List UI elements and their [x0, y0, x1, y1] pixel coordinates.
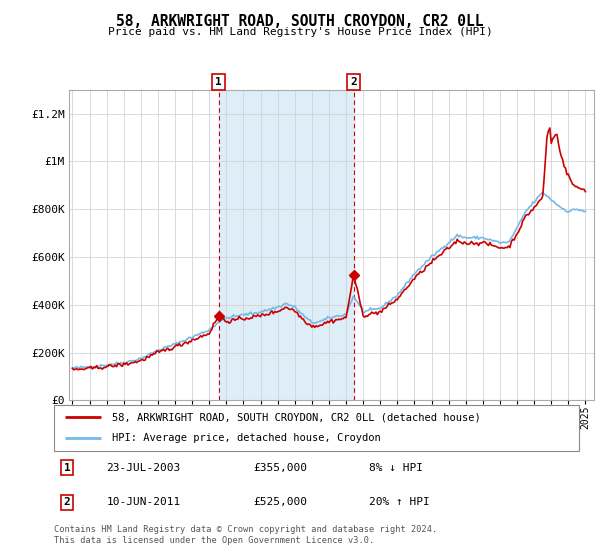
- Text: 58, ARKWRIGHT ROAD, SOUTH CROYDON, CR2 0LL: 58, ARKWRIGHT ROAD, SOUTH CROYDON, CR2 0…: [116, 14, 484, 29]
- Text: £525,000: £525,000: [254, 497, 308, 507]
- FancyBboxPatch shape: [54, 405, 579, 451]
- Text: 8% ↓ HPI: 8% ↓ HPI: [369, 463, 423, 473]
- Text: 58, ARKWRIGHT ROAD, SOUTH CROYDON, CR2 0LL (detached house): 58, ARKWRIGHT ROAD, SOUTH CROYDON, CR2 0…: [112, 412, 481, 422]
- Text: Contains HM Land Registry data © Crown copyright and database right 2024.
This d: Contains HM Land Registry data © Crown c…: [54, 525, 437, 545]
- Text: 1: 1: [64, 463, 71, 473]
- Text: 23-JUL-2003: 23-JUL-2003: [107, 463, 181, 473]
- Text: Price paid vs. HM Land Registry's House Price Index (HPI): Price paid vs. HM Land Registry's House …: [107, 27, 493, 37]
- Text: 1: 1: [215, 77, 222, 87]
- Text: HPI: Average price, detached house, Croydon: HPI: Average price, detached house, Croy…: [112, 433, 380, 444]
- Text: 10-JUN-2011: 10-JUN-2011: [107, 497, 181, 507]
- Text: 2: 2: [350, 77, 357, 87]
- Text: 20% ↑ HPI: 20% ↑ HPI: [369, 497, 430, 507]
- Bar: [218, 90, 353, 400]
- Text: 2: 2: [64, 497, 71, 507]
- Text: £355,000: £355,000: [254, 463, 308, 473]
